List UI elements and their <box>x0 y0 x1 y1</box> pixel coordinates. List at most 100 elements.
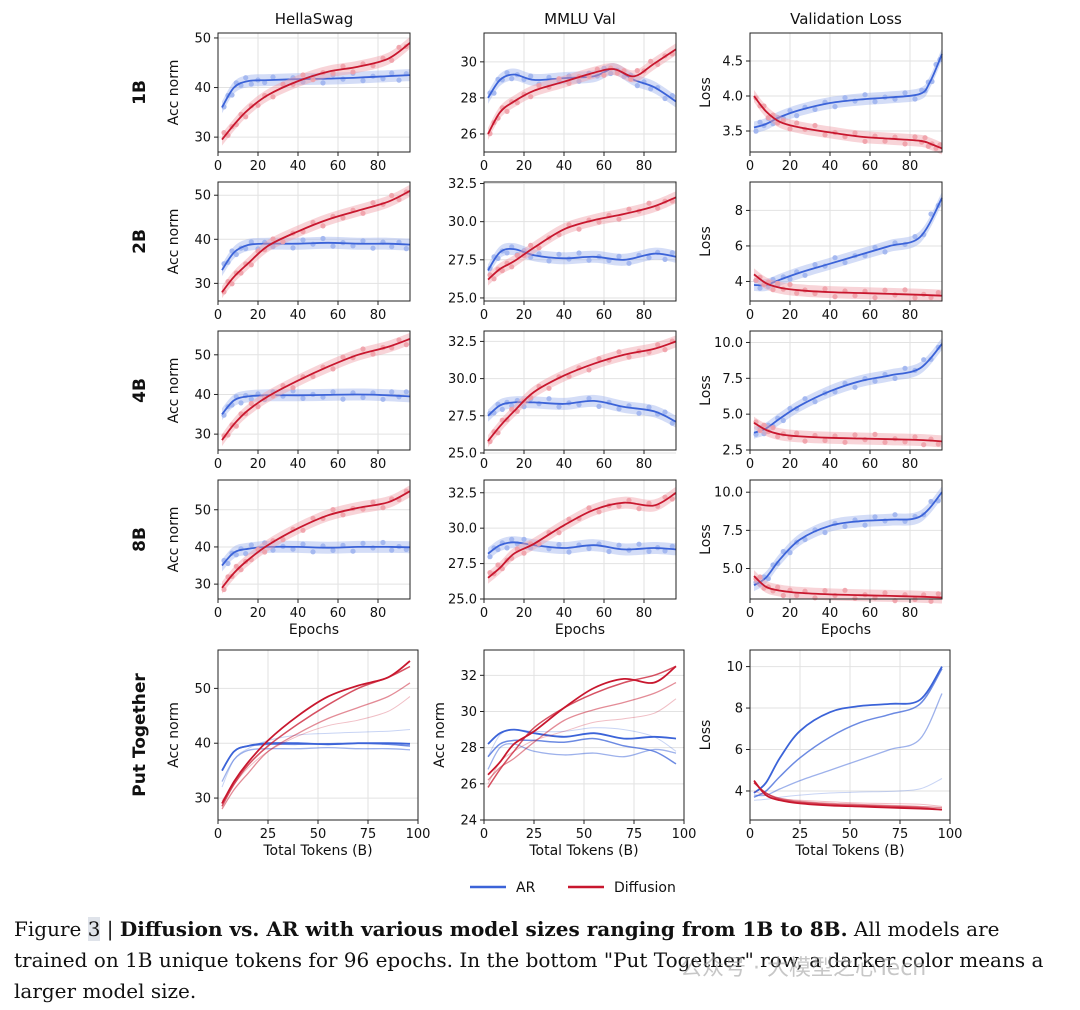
data-point-diffusion <box>626 354 632 360</box>
x-tick-label: 20 <box>516 308 533 323</box>
data-point-ar <box>787 276 793 282</box>
data-point-diffusion <box>270 94 276 100</box>
series-line-diffusion-2b <box>487 682 677 781</box>
panel-4b-hellaswag: 0 20 40 60 80 30 40 50 Acc norm <box>166 330 411 472</box>
data-point-ar <box>802 396 808 402</box>
watermark: 公众号 · 大模型之心Tech <box>680 956 927 981</box>
data-point-diffusion <box>842 587 848 593</box>
x-tick-label: 60 <box>596 159 613 174</box>
data-point-diffusion <box>255 102 261 108</box>
axes-frame <box>217 32 411 153</box>
data-point-diffusion <box>882 287 888 293</box>
y-tick-label: 50 <box>194 348 211 363</box>
data-point-diffusion <box>935 591 941 597</box>
data-point-diffusion <box>662 494 668 500</box>
data-point-ar <box>360 78 366 84</box>
data-point-ar <box>320 235 326 242</box>
data-point-ar <box>862 522 868 528</box>
data-point-diffusion <box>536 245 542 251</box>
data-point-diffusion <box>521 550 527 556</box>
x-tick-label: 80 <box>902 457 919 472</box>
data-point-diffusion <box>300 72 306 78</box>
data-point-ar <box>669 250 675 256</box>
series-line-ar-8b <box>487 728 677 745</box>
confidence-band-ar <box>754 486 942 592</box>
row-label-8B: 8B <box>130 527 150 552</box>
data-point-diffusion <box>616 349 622 355</box>
data-point-ar <box>646 255 652 261</box>
data-point-ar <box>403 546 409 553</box>
y-tick-label: 50 <box>194 31 211 46</box>
x-tick-label: 40 <box>822 308 839 323</box>
data-point-ar <box>389 547 395 553</box>
data-point-diffusion <box>935 441 941 447</box>
data-point-diffusion <box>280 537 286 543</box>
x-tick-label: 80 <box>370 457 387 472</box>
data-point-ar <box>586 257 592 263</box>
data-point-ar <box>616 253 622 259</box>
data-point-ar <box>892 375 898 381</box>
confidence-band-diffusion <box>222 332 410 447</box>
x-tick-label: 0 <box>746 308 754 323</box>
data-point-ar <box>842 523 848 530</box>
data-point-ar <box>243 551 249 557</box>
data-point-ar <box>669 420 675 426</box>
data-point-ar <box>229 92 235 98</box>
confidence-band-ar <box>488 536 676 560</box>
data-point-ar <box>636 541 642 547</box>
data-point-ar <box>842 259 848 266</box>
axes-frame <box>749 330 943 451</box>
data-point-diffusion <box>616 216 622 222</box>
x-tick-label: 80 <box>370 308 387 323</box>
x-axis-label: Epochs <box>821 622 871 638</box>
confidence-band-ar <box>754 192 942 292</box>
x-tick-label: 80 <box>902 159 919 174</box>
axes-frame <box>749 181 943 302</box>
data-point-diffusion <box>882 138 888 144</box>
x-tick-label: 60 <box>330 457 347 472</box>
data-point-ar <box>330 547 336 554</box>
series-line-ar <box>487 399 677 423</box>
data-point-ar <box>290 245 296 251</box>
data-point-ar <box>243 245 249 252</box>
data-point-diffusion <box>862 138 868 144</box>
data-point-diffusion <box>310 515 316 521</box>
x-tick-label: 40 <box>556 457 573 472</box>
y-tick-label: 10 <box>726 660 743 675</box>
data-point-ar <box>290 546 296 552</box>
data-point-diffusion <box>566 373 572 380</box>
data-point-ar <box>495 546 501 553</box>
x-tick-label: 0 <box>214 606 222 621</box>
y-axis-label: Loss <box>698 226 714 257</box>
data-point-ar <box>802 272 808 278</box>
y-tick-label: 40 <box>194 388 211 403</box>
x-tick-label: 25 <box>792 827 809 842</box>
y-tick-label: 30 <box>194 578 211 593</box>
data-point-ar <box>491 90 497 96</box>
y-tick-label: 30 <box>460 55 477 70</box>
data-point-diffusion <box>626 206 632 212</box>
y-tick-label: 8 <box>735 204 743 219</box>
x-tick-label: 0 <box>214 457 222 472</box>
x-tick-label: 80 <box>636 159 653 174</box>
data-point-diffusion <box>780 592 786 599</box>
x-tick-label: 0 <box>746 827 754 842</box>
data-point-ar <box>872 514 878 520</box>
caption-separator: | <box>100 917 120 941</box>
data-point-diffusion <box>912 434 918 440</box>
series-line-ar-1b <box>753 778 943 801</box>
y-tick-label: 5.0 <box>722 562 743 577</box>
y-tick-label: 8 <box>735 702 743 717</box>
x-tick-label: 20 <box>516 159 533 174</box>
data-point-diffusion <box>655 205 661 211</box>
y-tick-label: 4.0 <box>722 90 743 105</box>
confidence-band-ar <box>488 242 676 277</box>
series-line-ar-8b <box>753 666 943 794</box>
caption-prefix: Figure <box>14 917 88 941</box>
y-tick-label: 26 <box>460 127 477 142</box>
data-point-ar <box>921 357 927 363</box>
series-line-diffusion-2b <box>221 682 411 810</box>
figure-3: HellaSwag MMLU Val Validation Loss 1B 2B 4… <box>130 10 962 896</box>
data-point-ar <box>757 285 763 291</box>
series-line-ar-2b <box>487 743 677 770</box>
